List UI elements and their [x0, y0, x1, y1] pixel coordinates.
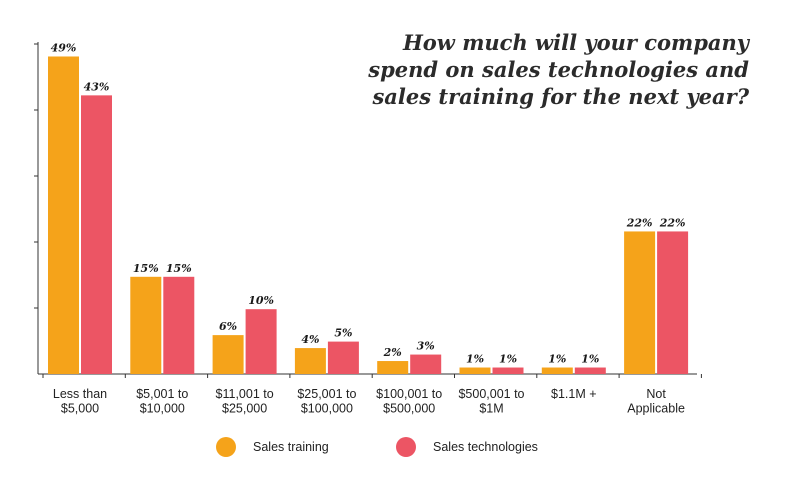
bar-value-label: 22% [659, 216, 686, 229]
legend-label: Sales training [253, 440, 329, 454]
category-label: $1.1M + [551, 387, 597, 401]
category-label: $100,001 to [376, 387, 442, 401]
bar-value-label: 1% [548, 353, 566, 366]
bar-value-label: 43% [84, 80, 110, 93]
legend-label: Sales technologies [433, 440, 538, 454]
category-labels: Less than$5,000 $5,001 to$10,000 $11,001 t… [53, 387, 685, 416]
bar-sales-technologies [81, 95, 112, 375]
bar-sales-training [624, 231, 656, 374]
chart-title-line: How much will your company [402, 30, 751, 55]
category-label: $10,000 [140, 402, 185, 416]
bar-sales-training [48, 56, 79, 374]
bar-value-label: 1% [499, 353, 517, 366]
bar-sales-training [541, 367, 573, 374]
bar-sales-training [212, 335, 244, 374]
bar-sales-technologies [492, 367, 524, 374]
category-label: Applicable [627, 402, 685, 416]
bar-sales-technologies [163, 276, 195, 374]
bar-value-label: 15% [166, 262, 192, 275]
bar-value-label: 4% [301, 333, 319, 346]
bar-sales-training [459, 367, 491, 374]
bar-sales-training [377, 361, 409, 374]
category-label: Less than [53, 387, 107, 401]
bar-sales-technologies [327, 341, 359, 374]
legend-swatch [396, 437, 416, 457]
category-label: $11,001 to [216, 387, 274, 401]
bar-value-label: 49% [51, 41, 77, 54]
category-label: $1M [479, 402, 503, 416]
bar-sales-training [294, 348, 326, 374]
bar-sales-technologies [574, 367, 606, 374]
category-label: $500,000 [383, 402, 435, 416]
bar-value-label: 5% [334, 327, 352, 340]
bar-value-label: 6% [219, 320, 237, 333]
bar-value-label: 15% [133, 262, 159, 275]
category-label: $25,000 [222, 402, 267, 416]
chart-title-line: sales training for the next year? [371, 84, 749, 109]
category-label: $5,001 to [136, 387, 188, 401]
chart-bars: 49% 43% 15% 15% 6% 10% 4% 5% 2% 3% 1% 1% 1% 1% 22% 22% [48, 41, 689, 375]
bar-sales-technologies [410, 354, 442, 374]
category-label: $25,001 to [297, 387, 356, 401]
bar-sales-technologies [657, 231, 689, 374]
bar-value-label: 22% [626, 216, 653, 229]
category-label: $100,000 [301, 402, 353, 416]
bar-value-label: 3% [417, 340, 435, 353]
legend-swatch [216, 437, 236, 457]
legend: Sales training Sales technologies [216, 437, 538, 457]
category-label: Not [646, 387, 666, 401]
bar-value-label: 2% [383, 346, 402, 359]
category-label: $5,000 [61, 402, 99, 416]
bar-sales-training [130, 276, 162, 374]
bar-value-label: 10% [248, 294, 274, 307]
bar-value-label: 1% [466, 353, 484, 366]
category-label: $500,001 to [458, 387, 524, 401]
bar-sales-technologies [245, 309, 277, 374]
bar-value-label: 1% [581, 353, 599, 366]
chart-title-line: spend on sales technologies and [367, 57, 749, 82]
